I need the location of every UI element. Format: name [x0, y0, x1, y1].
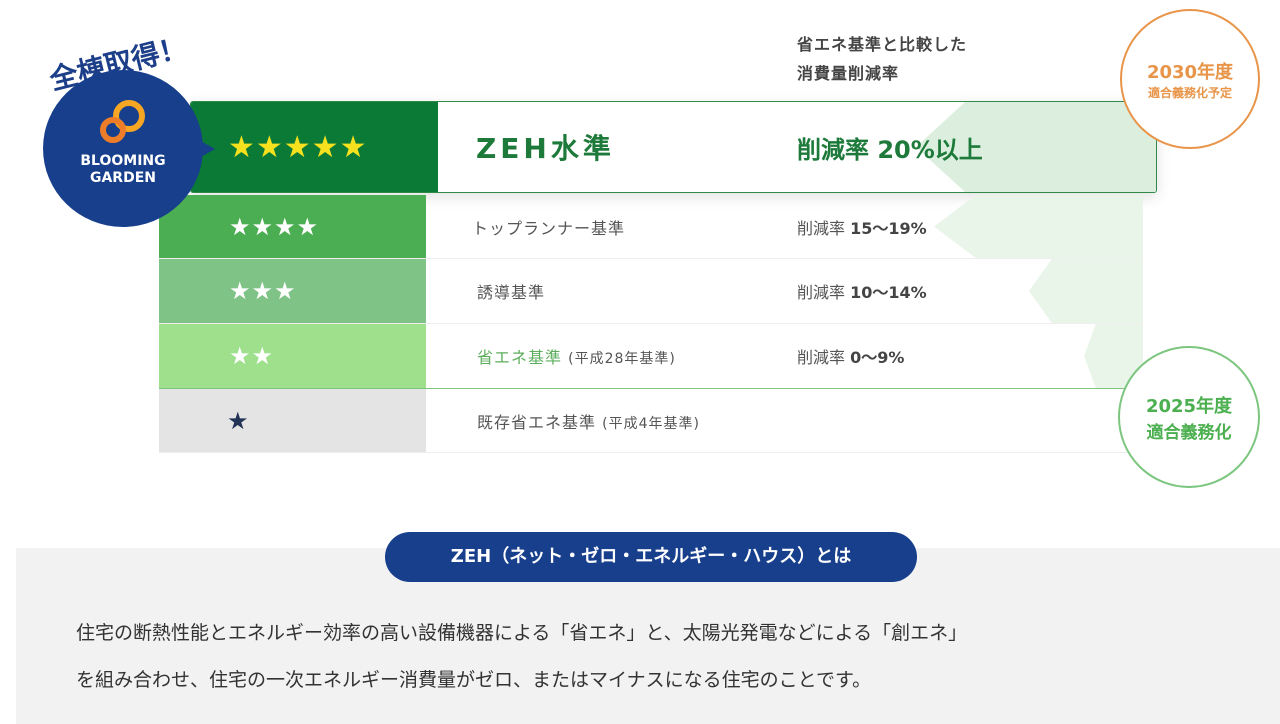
table-row-existing-standard: ★ 既存省エネ基準 (平成4年基準)	[159, 389, 1143, 453]
stars-4: ★★★★	[159, 195, 426, 258]
rate-toprunner: 削減率 15〜19%	[797, 218, 927, 238]
zeh-info-title: ZEH（ネット・ゼロ・エネルギー・ハウス）とは	[385, 532, 917, 582]
label-toprunner: トップランナー基準	[472, 218, 626, 238]
stars-2: ★★	[159, 324, 426, 388]
stars-1: ★	[159, 389, 426, 452]
bubble-2030: 2030年度 適合義務化予定	[1120, 9, 1260, 149]
label-zeh: ZEH水準	[476, 132, 615, 165]
bubble-2025-year: 2025年度	[1145, 395, 1233, 417]
logo-line2: GARDEN	[89, 170, 156, 186]
stars-3: ★★★	[159, 259, 426, 323]
zeh-info-line1: 住宅の断熱性能とエネルギー効率の高い設備機器による「省エネ」と、太陽光発電などに…	[76, 622, 968, 644]
rings-icon	[100, 100, 145, 143]
label-energy-standard: 省エネ基準 (平成28年基準)	[477, 348, 676, 367]
bubble-2025: 2025年度 適合義務化	[1118, 346, 1260, 488]
reduction-rate-header: 省エネ基準と比較した 消費量削減率	[797, 30, 967, 88]
stars-5: ★★★★★	[191, 102, 438, 192]
bubble-2030-year: 2030年度	[1146, 61, 1234, 83]
label-induction: 誘導基準	[477, 283, 546, 302]
rate-energy-standard: 削減率 0〜9%	[797, 348, 905, 367]
label-existing-standard: 既存省エネ基準 (平成4年基準)	[477, 412, 700, 432]
table-row-energy-standard: ★★ 省エネ基準 (平成28年基準) 削減率 0〜9%	[159, 324, 1143, 389]
zeh-info-line2: を組み合わせ、住宅の一次エネルギー消費量がゼロ、またはマイナスになる住宅のことで…	[76, 669, 872, 691]
rate-zeh: 削減率 20%以上	[797, 135, 983, 164]
table-row-zeh: ★★★★★ ZEH水準 削減率 20%以上	[190, 101, 1157, 193]
bubble-2030-text: 適合義務化予定	[1147, 85, 1232, 100]
table-row-induction: ★★★ 誘導基準 削減率 10〜14%	[159, 259, 1143, 324]
blooming-garden-logo: BLOOMING GARDEN	[43, 70, 215, 227]
table-row-toprunner: ★★★★ トップランナー基準 削減率 15〜19%	[159, 195, 1143, 259]
bubble-2025-text: 適合義務化	[1146, 422, 1232, 443]
rate-induction: 削減率 10〜14%	[797, 283, 927, 302]
header-line1: 省エネ基準と比較した	[797, 35, 968, 54]
logo-line1: BLOOMING	[80, 153, 166, 169]
header-line2: 消費量削減率	[797, 64, 900, 83]
